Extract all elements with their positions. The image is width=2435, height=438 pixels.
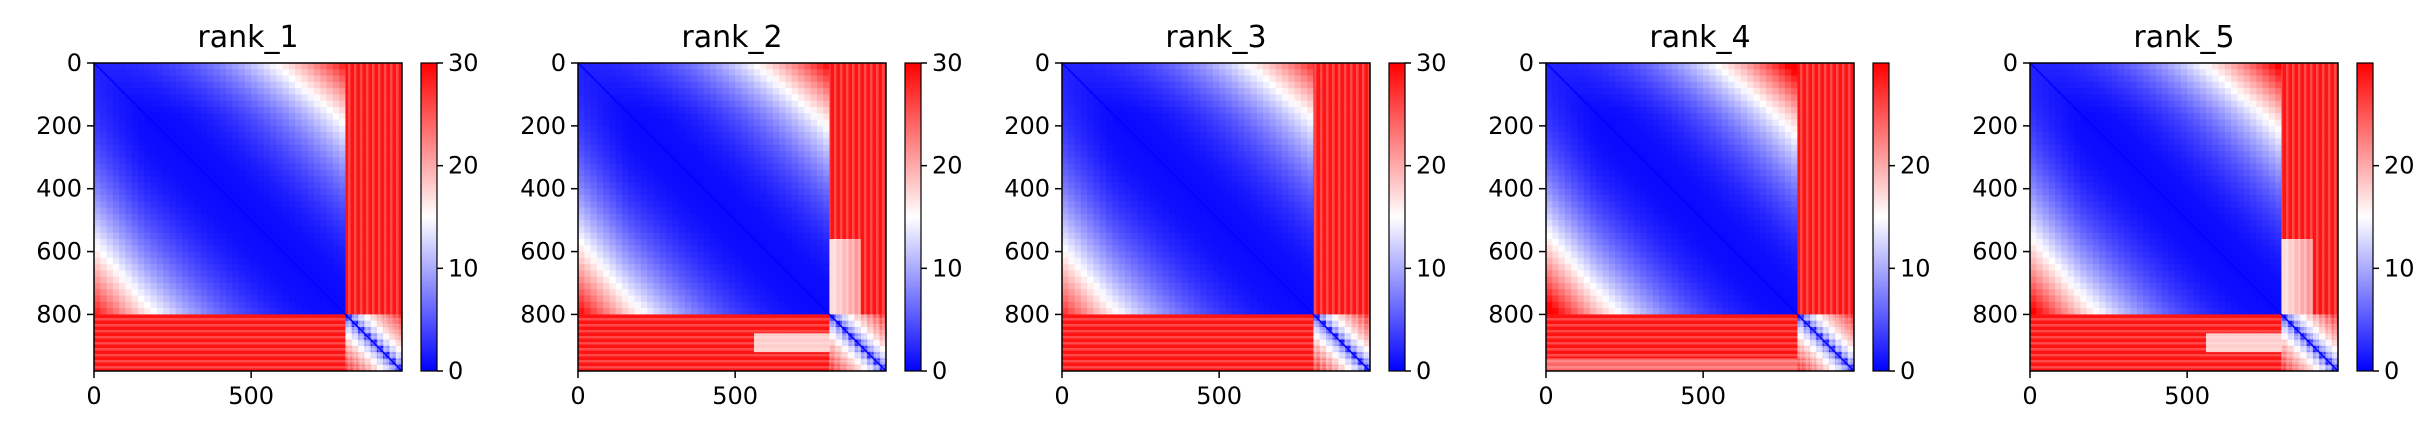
diagonal-line <box>1546 63 1854 371</box>
chart-title: rank_5 <box>2133 20 2234 55</box>
y-tick-label: 800 <box>1004 300 1050 328</box>
colorbar-tick-label: 30 <box>1416 49 1447 77</box>
chart-title: rank_1 <box>197 20 298 55</box>
plot-frame <box>1545 62 1855 372</box>
y-tick-label: 400 <box>1004 175 1050 203</box>
y-tick-label: 200 <box>36 112 82 140</box>
colorbar-tick-label: 0 <box>1900 357 1915 385</box>
y-tick-label: 0 <box>2003 49 2018 77</box>
diagonal-line <box>94 63 402 371</box>
colorbar-tick-label: 0 <box>932 357 947 385</box>
heatmap-cells-rank_3 <box>1062 63 1370 371</box>
colorbar-tick-label: 10 <box>2384 254 2415 282</box>
colorbar <box>420 62 438 372</box>
x-tick-label: 500 <box>2164 382 2210 410</box>
y-tick-label: 200 <box>1004 112 1050 140</box>
colorbar-tick-label: 20 <box>448 152 479 180</box>
y-tick-label: 0 <box>551 49 566 77</box>
colorbar <box>2356 62 2374 372</box>
x-tick-label: 0 <box>570 382 585 410</box>
y-tick-label: 800 <box>1488 300 1534 328</box>
y-tick-label: 400 <box>520 175 566 203</box>
y-tick-label: 600 <box>1004 238 1050 266</box>
colorbar-tick-label: 20 <box>1416 152 1447 180</box>
colorbar-tick-label: 10 <box>932 254 963 282</box>
x-tick-label: 0 <box>1538 382 1553 410</box>
x-tick-label: 500 <box>1680 382 1726 410</box>
y-tick-label: 800 <box>520 300 566 328</box>
colorbar-tick-label: 10 <box>448 254 479 282</box>
colorbar <box>904 62 922 372</box>
diagonal-line <box>2030 63 2338 371</box>
y-tick-label: 400 <box>1972 175 2018 203</box>
heatmap-panel-rank_3: rank_3 0 200 400 600 800 0 500 0 10 20 30 <box>1004 20 1446 410</box>
y-tick-label: 600 <box>520 238 566 266</box>
diagonal-line <box>1062 63 1370 371</box>
colorbar-tick-label: 20 <box>2384 152 2415 180</box>
y-tick-label: 0 <box>67 49 82 77</box>
x-tick-label: 0 <box>2022 382 2037 410</box>
colorbar <box>1388 62 1406 372</box>
plot-frame <box>2029 62 2339 372</box>
x-tick-label: 0 <box>86 382 101 410</box>
plot-frame <box>577 62 887 372</box>
heatmap-panel-rank_1: rank_1 0 200 400 600 800 0 500 0 10 20 30 <box>36 20 478 410</box>
colorbar-tick-label: 0 <box>1416 357 1431 385</box>
y-tick-label: 200 <box>520 112 566 140</box>
y-tick-label: 600 <box>1488 238 1534 266</box>
colorbar-tick-label: 0 <box>448 357 463 385</box>
y-tick-label: 200 <box>1972 112 2018 140</box>
heatmap-cells-rank_4 <box>1546 63 1854 371</box>
colorbar-tick-label: 20 <box>1900 152 1931 180</box>
heatmap-panel-rank_5: rank_5 0 200 400 600 800 0 500 0 10 20 <box>1972 20 2414 410</box>
plot-frame <box>93 62 403 372</box>
colorbar-tick-label: 0 <box>2384 357 2399 385</box>
y-tick-label: 200 <box>1488 112 1534 140</box>
y-tick-label: 600 <box>1972 238 2018 266</box>
chart-title: rank_2 <box>681 20 782 55</box>
x-tick-label: 500 <box>712 382 758 410</box>
y-tick-label: 400 <box>36 175 82 203</box>
colorbar-tick-label: 10 <box>1416 254 1447 282</box>
heatmap-panel-rank_2: rank_2 0 200 400 600 800 0 500 0 10 20 30 <box>520 20 962 410</box>
heatmap-panel-rank_4: rank_4 0 200 400 600 800 0 500 0 10 20 <box>1488 20 1930 410</box>
chart-title: rank_3 <box>1165 20 1266 55</box>
colorbar-tick-label: 30 <box>932 49 963 77</box>
colorbar-tick-label: 30 <box>448 49 479 77</box>
y-tick-label: 0 <box>1519 49 1534 77</box>
heatmap-cells-rank_2 <box>578 63 886 371</box>
heatmap-cells-rank_5 <box>2030 63 2338 371</box>
colorbar-tick-label: 10 <box>1900 254 1931 282</box>
plot-frame <box>1061 62 1371 372</box>
chart-title: rank_4 <box>1649 20 1750 55</box>
heatmap-cells-rank_1 <box>94 63 402 371</box>
y-tick-label: 800 <box>1972 300 2018 328</box>
x-tick-label: 0 <box>1054 382 1069 410</box>
colorbar <box>1872 62 1890 372</box>
y-tick-label: 600 <box>36 238 82 266</box>
y-tick-label: 400 <box>1488 175 1534 203</box>
x-tick-label: 500 <box>228 382 274 410</box>
x-tick-label: 500 <box>1196 382 1242 410</box>
diagonal-line <box>578 63 886 371</box>
colorbar-tick-label: 20 <box>932 152 963 180</box>
y-tick-label: 800 <box>36 300 82 328</box>
y-tick-label: 0 <box>1035 49 1050 77</box>
